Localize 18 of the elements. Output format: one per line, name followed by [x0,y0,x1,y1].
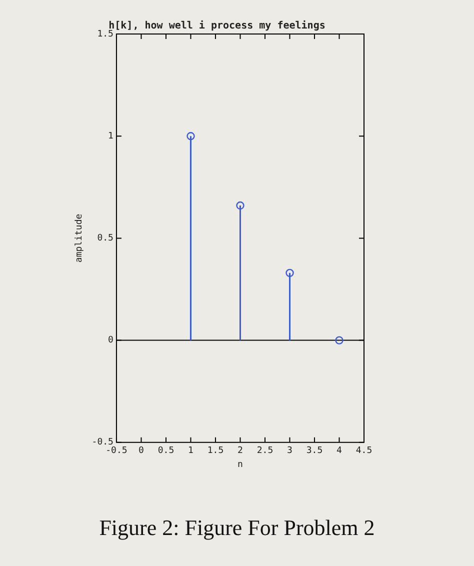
y-axis-title: amplitude [74,214,85,263]
x-tick-label: 3 [287,446,292,456]
x-tick-label: 0.5 [158,446,174,456]
x-tick-label: 4.5 [356,446,372,456]
caption: Figure 2: Figure For Problem 2 [98,515,376,541]
y-tick-label: 0 [108,336,114,346]
x-tick-label: 4 [336,446,342,456]
x-tick-label: 2.5 [256,446,274,456]
x-tick-label: 1.5 [207,446,224,456]
x-axis-title: n [238,460,243,470]
x-tick-label: 3.5 [306,446,323,456]
x-tick-label: 1 [188,446,194,456]
y-tick-label: 0.5 [97,234,114,244]
y-tick-label: 1.5 [97,29,114,40]
y-tick-label: 1 [108,131,114,142]
y-tick-label: -0.5 [92,438,114,448]
x-tick-label: 0 [138,446,144,456]
x-tick-label: 2 [238,446,243,456]
